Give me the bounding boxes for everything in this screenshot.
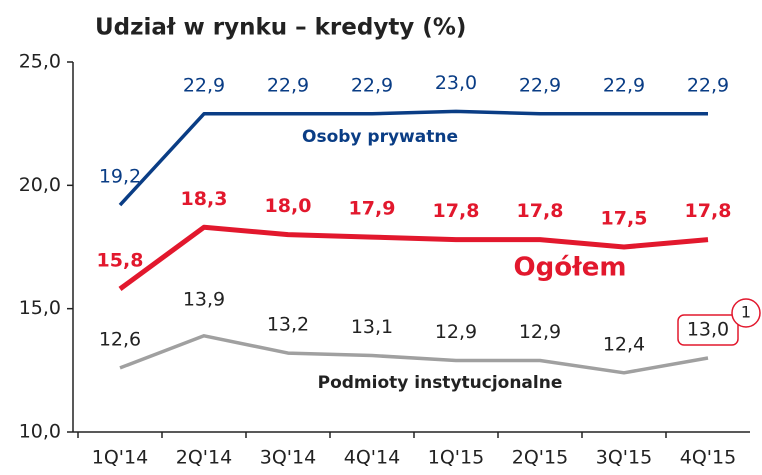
y-tick-label: 25,0 (19, 51, 61, 73)
data-label: 13,1 (351, 316, 393, 338)
data-label: 22,9 (687, 74, 729, 96)
annotation-box (677, 314, 739, 346)
data-label: 17,9 (349, 198, 396, 220)
data-label: 17,5 (601, 208, 648, 230)
y-tick-label: 20,0 (19, 174, 61, 196)
x-tick-label: 4Q'14 (344, 447, 400, 469)
data-label: 22,9 (183, 74, 225, 96)
data-label: 18,0 (265, 195, 312, 217)
data-label: 22,9 (519, 74, 561, 96)
annotation-circle (731, 298, 761, 328)
y-tick-label: 10,0 (19, 421, 61, 443)
x-tick-label: 2Q'15 (512, 447, 568, 469)
data-label: 12,4 (603, 333, 645, 355)
y-tick-label: 15,0 (19, 297, 61, 319)
data-label: 15,8 (97, 249, 144, 271)
series-name: Ogółem (514, 253, 627, 283)
data-label: 13,2 (267, 314, 309, 336)
data-label: 12,6 (99, 328, 141, 350)
data-label: 23,0 (435, 72, 477, 94)
data-label: 22,9 (351, 74, 393, 96)
data-label: 13,0 (687, 319, 729, 341)
data-label: 12,9 (519, 321, 561, 343)
x-tick-label: 2Q'14 (176, 447, 232, 469)
data-label: 19,2 (99, 166, 141, 188)
data-label: 18,3 (181, 188, 228, 210)
series-name: Osoby prywatne (302, 127, 458, 147)
data-label: 13,9 (183, 288, 225, 310)
x-tick-label: 1Q'15 (428, 447, 484, 469)
x-tick-label: 3Q'14 (260, 447, 316, 469)
series-line (118, 109, 708, 207)
chart-title: Udział w rynku – kredyty (%) (95, 15, 466, 41)
data-label: 17,8 (433, 200, 480, 222)
data-label: 22,9 (603, 74, 645, 96)
annotation: 1 (741, 303, 751, 322)
x-tick-label: 3Q'15 (596, 447, 652, 469)
x-tick-label: 1Q'14 (92, 447, 148, 469)
data-label: 22,9 (267, 74, 309, 96)
x-tick-label: 4Q'15 (680, 447, 736, 469)
data-label: 12,9 (435, 321, 477, 343)
data-label: 17,8 (517, 200, 564, 222)
series-line (119, 334, 709, 375)
series-name: Podmioty instytucjonalne (318, 373, 563, 393)
data-label: 17,8 (685, 200, 732, 222)
series-line (118, 224, 709, 291)
